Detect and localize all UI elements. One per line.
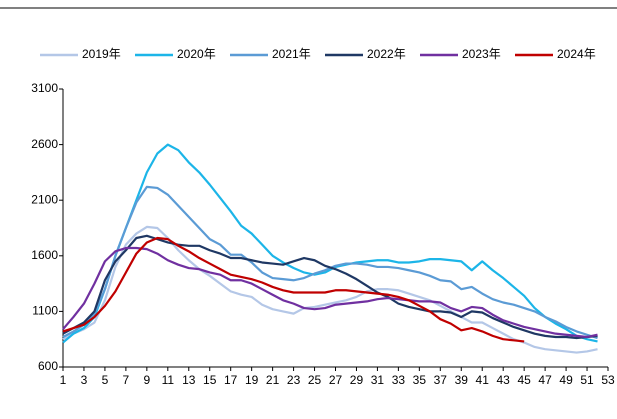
- x-tick-label: 9: [144, 373, 151, 387]
- legend-label: 2020年: [177, 47, 216, 61]
- x-tick-label: 3: [81, 373, 88, 387]
- x-tick-label: 33: [392, 373, 406, 387]
- series-line: [62, 234, 598, 340]
- series-line: [62, 185, 598, 340]
- series-line: [62, 225, 598, 354]
- x-tick-label: 43: [497, 373, 511, 387]
- legend-label: 2019年: [82, 47, 121, 61]
- series-line: [62, 236, 525, 343]
- y-tick-label: 3100: [31, 81, 58, 95]
- x-tick-label: 19: [245, 373, 259, 387]
- legend-label: 2021年: [272, 47, 311, 61]
- legend-label: 2023年: [462, 47, 501, 61]
- x-tick-label: 11: [162, 373, 175, 387]
- legend-label: 2024年: [557, 47, 596, 61]
- x-tick-label: 25: [308, 373, 322, 387]
- x-tick-label: 21: [266, 373, 280, 387]
- x-tick-label: 39: [455, 373, 469, 387]
- x-tick-label: 49: [559, 373, 573, 387]
- x-tick-label: 31: [371, 373, 385, 387]
- x-tick-label: 51: [580, 373, 594, 387]
- series-line: [62, 246, 598, 339]
- x-tick-label: 29: [350, 373, 364, 387]
- y-tick-label: 2600: [31, 137, 58, 151]
- x-tick-label: 37: [434, 373, 448, 387]
- legend-label: 2022年: [367, 47, 406, 61]
- x-tick-label: 15: [203, 373, 217, 387]
- y-tick-label: 1600: [31, 248, 58, 262]
- y-tick-label: 600: [38, 359, 58, 373]
- x-tick-label: 1: [60, 373, 67, 387]
- x-tick-label: 23: [287, 373, 301, 387]
- x-tick-label: 7: [123, 373, 130, 387]
- x-tick-label: 41: [476, 373, 490, 387]
- x-tick-label: 5: [102, 373, 109, 387]
- series-line: [62, 143, 598, 344]
- x-tick-label: 27: [329, 373, 343, 387]
- x-tick-label: 45: [517, 373, 531, 387]
- x-tick-label: 13: [182, 373, 196, 387]
- x-tick-label: 53: [601, 373, 615, 387]
- x-tick-label: 35: [413, 373, 427, 387]
- y-tick-label: 2100: [31, 192, 58, 206]
- x-tick-label: 47: [538, 373, 552, 387]
- x-tick-label: 17: [224, 373, 238, 387]
- y-tick-label: 1100: [32, 304, 58, 318]
